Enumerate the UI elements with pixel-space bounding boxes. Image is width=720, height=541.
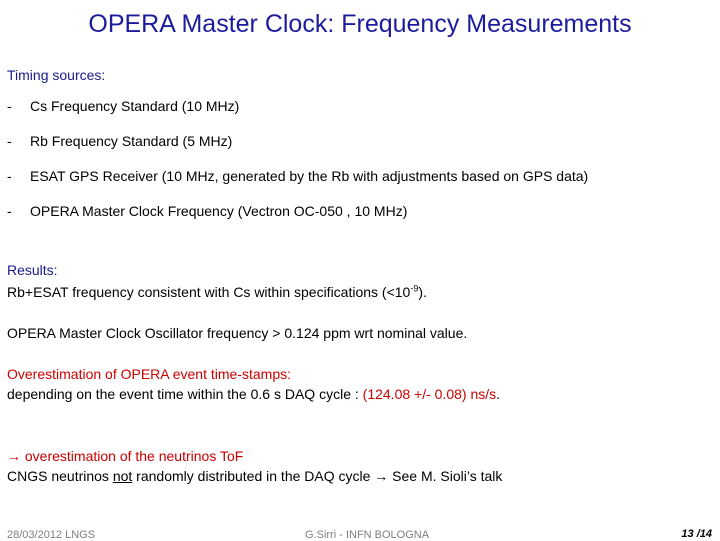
- page-number: 13 /14: [681, 528, 712, 540]
- cngs-text-start: CNGS neutrinos: [7, 468, 113, 484]
- cngs-text-end: See M. Sioli’s talk: [388, 468, 503, 484]
- timing-item-master-clock: OPERA Master Clock Frequency (Vectron OC…: [30, 203, 408, 219]
- timing-item-cs: Cs Frequency Standard (10 MHz): [30, 98, 240, 114]
- arrow-right-icon: →: [374, 468, 389, 484]
- results-heading: Results:: [7, 262, 58, 278]
- timing-item-esat: ESAT GPS Receiver (10 MHz, generated by …: [30, 168, 589, 184]
- bullet-dash: -: [7, 98, 12, 114]
- timing-sources-heading: Timing sources:: [7, 67, 106, 83]
- overestimation-text: depending on the event time within the 0…: [7, 386, 363, 402]
- overestimation-line: depending on the event time within the 0…: [7, 386, 500, 402]
- overestimation-value: (124.08 +/- 0.08) ns/s: [362, 386, 497, 402]
- footer-date: 28/03/2012 LNGS: [7, 529, 96, 541]
- bullet-dash: -: [7, 133, 12, 149]
- tof-line: → overestimation of the neutrinos ToF: [7, 448, 243, 464]
- results-line1-exponent: -9: [410, 283, 419, 294]
- cngs-not-word: not: [112, 468, 133, 484]
- slide-title: OPERA Master Clock: Frequency Measuremen…: [88, 10, 632, 38]
- results-line-rb-esat: Rb+ESAT frequency consistent with Cs wit…: [7, 284, 427, 300]
- footer-author: G.Sirri - INFN BOLOGNA: [305, 529, 430, 541]
- bullet-dash: -: [7, 203, 12, 219]
- cngs-text-middle: randomly distributed in the DAQ cycle: [132, 468, 375, 484]
- arrow-right-icon: →: [7, 448, 21, 464]
- timing-item-rb: Rb Frequency Standard (5 MHz): [30, 133, 233, 149]
- results-line1-end: ).: [418, 284, 427, 300]
- results-line1-text: Rb+ESAT frequency consistent with Cs wit…: [7, 284, 411, 300]
- tof-text: overestimation of the neutrinos ToF: [21, 448, 244, 464]
- overestimation-end: .: [496, 386, 501, 402]
- bullet-dash: -: [7, 168, 12, 184]
- cngs-line: CNGS neutrinos not randomly distributed …: [7, 468, 502, 484]
- overestimation-heading: Overestimation of OPERA event time-stamp…: [7, 366, 291, 382]
- results-line-oscillator: OPERA Master Clock Oscillator frequency …: [7, 325, 468, 341]
